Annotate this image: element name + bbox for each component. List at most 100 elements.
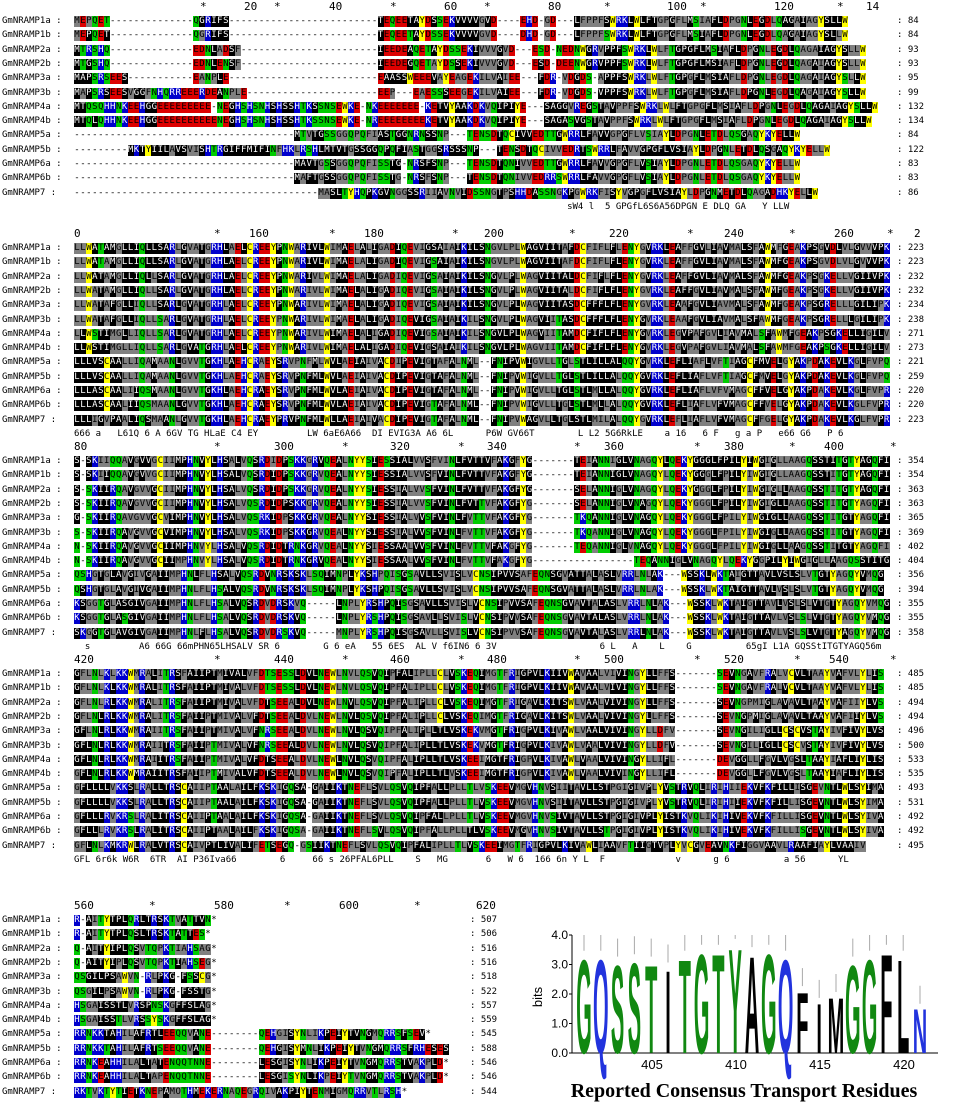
sequence-name: GmNRAMP4b : — [2, 116, 62, 127]
residue-cell: W — [860, 59, 866, 70]
sequence-end-position: : 273 — [897, 343, 924, 354]
residue-cell: I — [884, 470, 890, 481]
sequence-name: GmNRAMP1a : — [2, 456, 62, 467]
ruler-mark: * — [837, 0, 844, 13]
sequence-end-position: : 95 — [897, 73, 919, 84]
residue-cell: W — [824, 145, 830, 156]
ruler-mark: * — [214, 440, 221, 453]
sequence-end-position: : 259 — [897, 372, 924, 383]
residue-cell: W — [812, 188, 818, 199]
ruler-mark: 100 — [667, 0, 687, 13]
residue-cell: V — [884, 343, 890, 354]
ruler-mark: * — [700, 0, 707, 13]
sequence-end-position: : 232 — [897, 286, 924, 297]
residue-cell: I — [884, 513, 890, 524]
sequence-end-position: : 232 — [897, 272, 924, 283]
sequence-end-position: : 220 — [897, 386, 924, 397]
ruler-mark: 60 — [444, 0, 457, 13]
sequence-name: GmNRAMP5a : — [2, 357, 62, 368]
sequence-name: GmNRAMP2b : — [2, 59, 62, 70]
sequence-name: GmNRAMP3a : — [2, 300, 62, 311]
ruler-mark: 260 — [834, 227, 854, 240]
ruler-mark: 360 — [604, 440, 624, 453]
ruler-mark: * — [604, 0, 611, 13]
residue-cell: G — [884, 556, 890, 567]
sequence-name: GmNRAMP2a : — [2, 272, 62, 283]
residue-cell: I — [884, 485, 890, 496]
residue-cell: K — [884, 272, 890, 283]
sequence-name: GmNRAMP1a : — [2, 16, 62, 27]
sequence-name: GmNRAMP4b : — [2, 556, 62, 567]
residue-cell: W — [794, 159, 800, 170]
residue-cell: K — [884, 300, 890, 311]
ruler-mark: 180 — [364, 227, 384, 240]
sequence-end-position: : 220 — [897, 400, 924, 411]
sequence-name: GmNRAMP4a : — [2, 542, 62, 553]
ruler-mark: * — [887, 227, 894, 240]
ruler-mark: 160 — [249, 227, 269, 240]
sequence-name: GmNRAMP5a : — [2, 570, 62, 581]
ruler-mark: * — [789, 440, 796, 453]
sequence-end-position: : 365 — [897, 513, 924, 524]
sequence-end-position: : 356 — [897, 570, 924, 581]
sequence-end-position: : 221 — [897, 357, 924, 368]
residue-cell: R — [884, 400, 890, 411]
sequence-name: GmNRAMP2a : — [2, 45, 62, 56]
sequence-end-position: : 122 — [897, 145, 924, 156]
ruler-mark: 80 — [548, 0, 561, 13]
sequence-name: GmNRAMP3a : — [2, 73, 62, 84]
sequence-row: GmNRAMP5a :-----------------------------… — [0, 130, 964, 141]
sequence-end-position: : 93 — [897, 45, 919, 56]
ruler-mark: 300 — [274, 440, 294, 453]
sequence-end-position: : 369 — [897, 528, 924, 539]
sequence-name: GmNRAMP3a : — [2, 513, 62, 524]
sequence-end-position: : 84 — [897, 130, 919, 141]
sequence-end-position: : 83 — [897, 173, 919, 184]
residue-cell: W — [860, 88, 866, 99]
residue-cell: W — [794, 173, 800, 184]
sequence-end-position: : 134 — [897, 116, 924, 127]
residue-cell: W — [860, 45, 866, 56]
ruler-mark: 20 — [244, 0, 257, 13]
ruler-mark: * — [458, 440, 465, 453]
sequence-name: GmNRAMP5a : — [2, 130, 62, 141]
residue-cell: W — [842, 16, 848, 27]
ruler-mark: 380 — [724, 440, 744, 453]
sequence-name: GmNRAMP6a : — [2, 159, 62, 170]
residue-cell: W — [872, 102, 878, 113]
